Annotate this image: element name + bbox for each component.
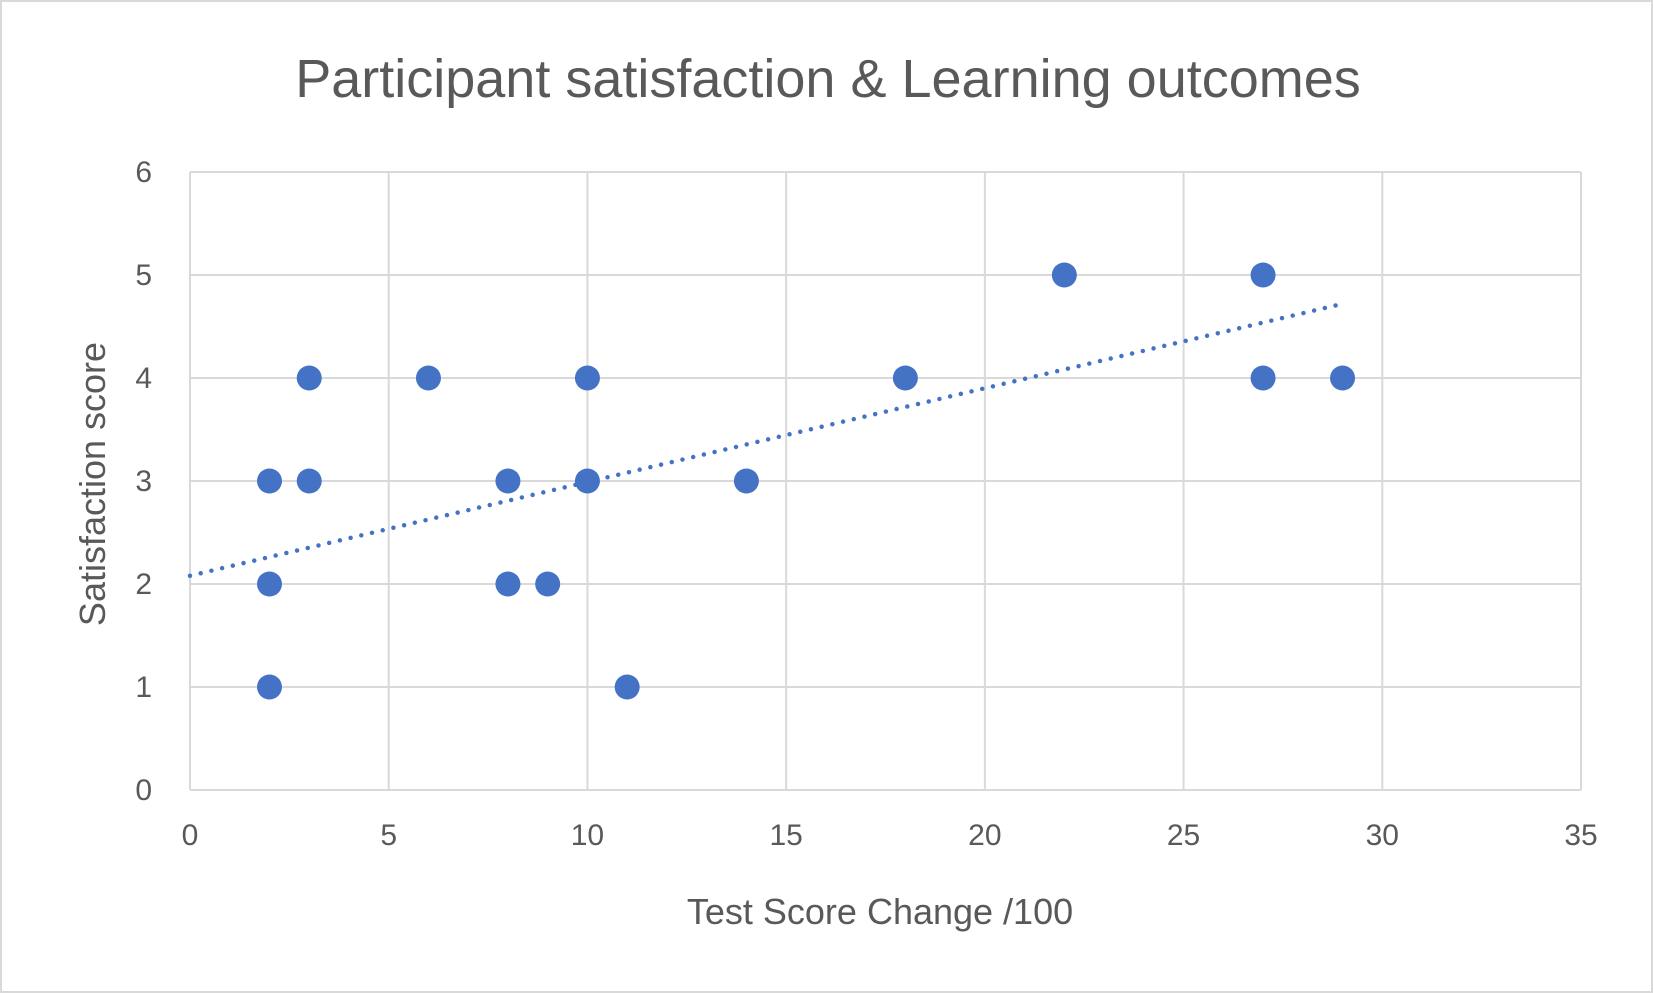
x-axis-title: Test Score Change /100 (687, 891, 1073, 932)
data-point (892, 365, 918, 391)
data-point (1051, 262, 1077, 288)
data-point (256, 468, 282, 494)
x-tick-label: 0 (182, 819, 199, 852)
x-tick-label: 20 (968, 819, 1001, 852)
y-tick-label: 6 (135, 156, 152, 189)
trendline-group (187, 301, 1345, 579)
chart-title: Participant satisfaction & Learning outc… (295, 49, 1361, 109)
data-point (415, 365, 441, 391)
x-tick-label: 10 (571, 819, 604, 852)
y-tick-label: 3 (135, 465, 152, 498)
x-tick-label: 5 (380, 819, 397, 852)
data-point (1330, 365, 1356, 391)
x-tick-label: 30 (1366, 819, 1399, 852)
data-point (614, 674, 640, 700)
y-tick-label: 2 (135, 568, 152, 601)
trendline (187, 301, 1345, 579)
tick-labels: 0 5 10 15 20 25 30 35 0 1 2 3 4 5 6 (135, 156, 1597, 852)
x-tick-label: 25 (1167, 819, 1200, 852)
data-point (574, 365, 600, 391)
x-tick-label: 35 (1564, 819, 1597, 852)
x-tick-label: 15 (769, 819, 802, 852)
data-point (495, 571, 521, 597)
gridlines (189, 171, 1582, 791)
y-tick-label: 1 (135, 671, 152, 704)
data-point (1250, 365, 1276, 391)
data-point (574, 468, 600, 494)
data-point (535, 571, 561, 597)
data-point (296, 468, 322, 494)
data-point (256, 674, 282, 700)
y-axis-title: Satisfaction score (72, 342, 113, 626)
data-points (256, 262, 1356, 700)
y-tick-label: 4 (135, 362, 152, 395)
y-tick-label: 5 (135, 259, 152, 292)
data-point (1250, 262, 1276, 288)
data-point (495, 468, 521, 494)
data-point (256, 571, 282, 597)
y-tick-label: 0 (135, 774, 152, 807)
data-point (733, 468, 759, 494)
data-point (296, 365, 322, 391)
